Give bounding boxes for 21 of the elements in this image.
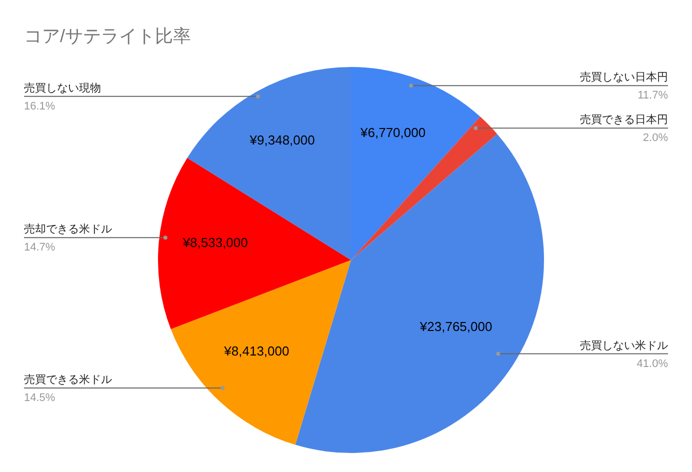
slice-label: 売買しない米ドル bbox=[580, 338, 668, 352]
slice-label: 売買しない日本円 bbox=[580, 70, 668, 84]
text: 14.7% bbox=[24, 242, 56, 254]
data-label: ¥8,413,000 bbox=[223, 344, 290, 359]
pie-slice bbox=[158, 158, 351, 330]
data-label: ¥8,533,000 bbox=[182, 234, 248, 250]
text: 14.5% bbox=[24, 392, 56, 404]
slice-label: 売買できる米ドル bbox=[24, 372, 112, 386]
slice-label: 売買できる日本円 bbox=[580, 113, 668, 126]
text: 16.1% bbox=[24, 100, 56, 112]
data-label: ¥9,348,000 bbox=[248, 132, 315, 148]
slice-label: 売買しない現物 bbox=[24, 81, 101, 94]
pie-slice bbox=[351, 116, 498, 260]
text: 2.0% bbox=[642, 132, 668, 144]
pie-slice bbox=[170, 260, 351, 445]
data-label: ¥6,770,000 bbox=[360, 124, 426, 140]
text: 11.7% bbox=[638, 90, 668, 102]
text: 41.0% bbox=[636, 358, 668, 370]
slice-label: 売却できる米ドル bbox=[24, 222, 112, 236]
data-label: ¥23,765,000 bbox=[418, 318, 492, 334]
chart-title: コア/サテライト比率 bbox=[24, 25, 192, 48]
